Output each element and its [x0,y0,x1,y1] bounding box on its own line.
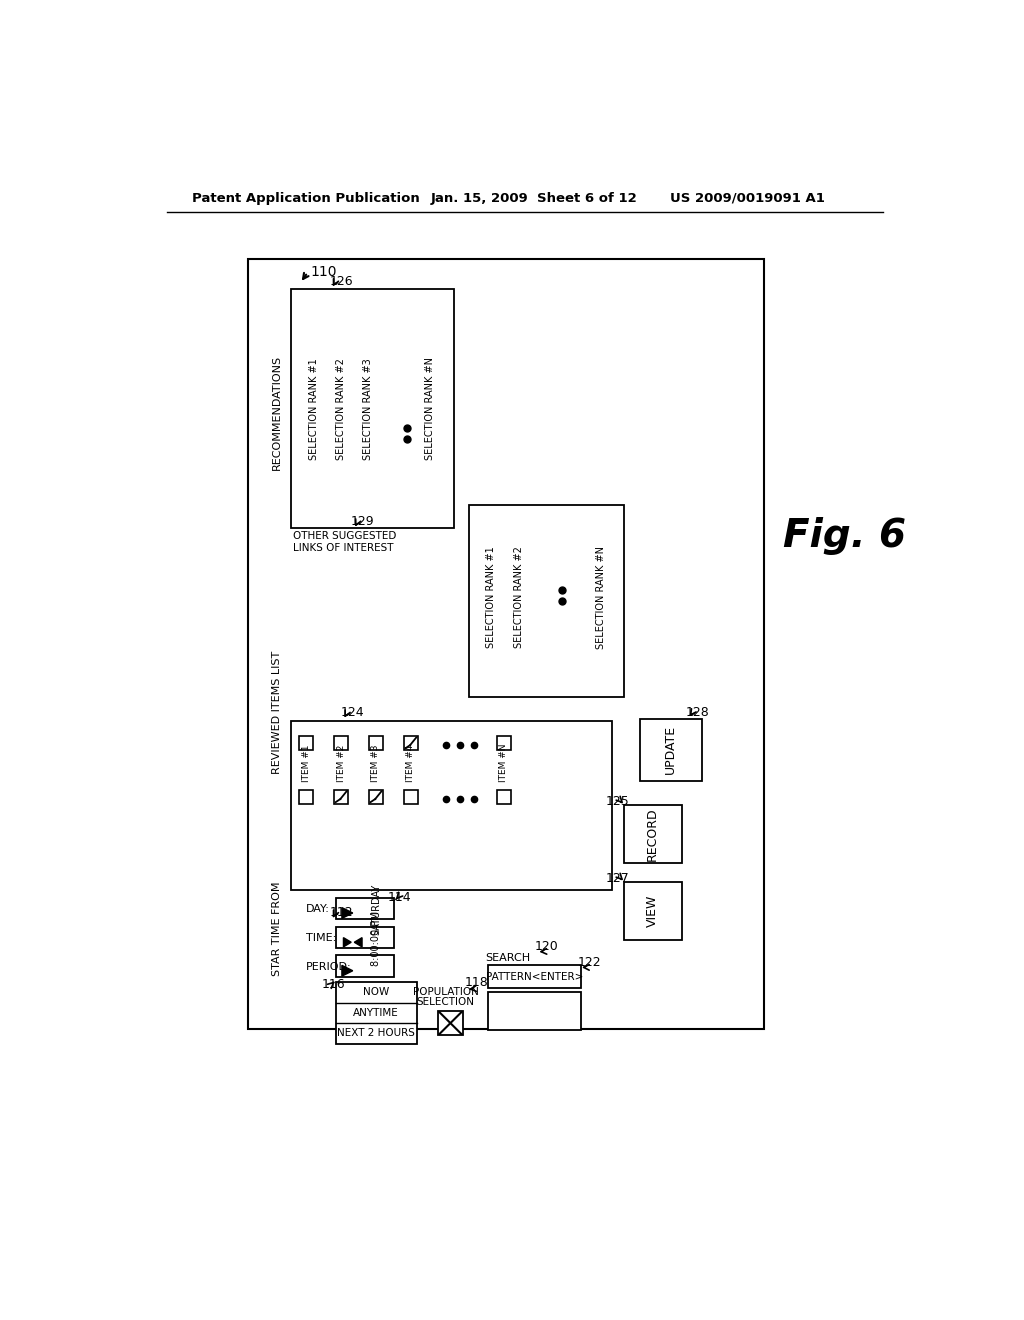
Polygon shape [354,937,362,946]
Text: LINKS OF INTEREST: LINKS OF INTEREST [293,543,393,553]
Text: ITEM #2: ITEM #2 [337,744,346,781]
Text: ITEM #N: ITEM #N [500,743,508,781]
Text: NOW: NOW [362,987,389,998]
Text: 112: 112 [330,907,353,920]
Polygon shape [343,937,351,946]
Text: 129: 129 [351,515,375,528]
Text: POPULATION: POPULATION [413,986,478,997]
Bar [640,719,701,780]
Bar [497,789,511,804]
Text: ITEM #4: ITEM #4 [407,744,416,781]
Text: NEXT 2 HOURS: NEXT 2 HOURS [337,1028,415,1038]
Text: SELECTION: SELECTION [417,998,475,1007]
Text: VIEW: VIEW [646,895,659,927]
Text: RECOMMENDATIONS: RECOMMENDATIONS [271,355,282,470]
Text: 126: 126 [330,275,353,288]
Bar [438,1011,463,1035]
Text: ITEM #1: ITEM #1 [302,744,310,781]
Text: RECORD: RECORD [646,807,659,861]
Text: 8:00:00 PM: 8:00:00 PM [371,911,381,966]
Bar [624,882,682,940]
Bar [336,956,394,977]
Text: 118: 118 [465,975,488,989]
Bar [488,965,582,989]
Bar [469,506,624,697]
Bar [336,982,417,1044]
Text: SEARCH: SEARCH [485,953,530,962]
Bar [624,805,682,863]
Text: 116: 116 [322,978,345,991]
Bar [369,737,383,750]
Bar [291,289,454,528]
Text: SELECTION RANK #1: SELECTION RANK #1 [309,358,319,459]
Text: SELECTION RANK #1: SELECTION RANK #1 [485,546,496,648]
Bar [369,789,383,804]
Polygon shape [342,908,352,919]
Bar [334,737,348,750]
Text: UPDATE: UPDATE [664,725,677,775]
Bar [291,721,612,890]
Text: SELECTION RANK #3: SELECTION RANK #3 [364,358,374,459]
Text: SELECTION RANK #N: SELECTION RANK #N [425,358,435,461]
Bar [403,789,418,804]
Text: SELECTION RANK #2: SELECTION RANK #2 [514,546,524,648]
Text: SELECTION RANK #N: SELECTION RANK #N [596,545,606,649]
Bar [334,789,348,804]
Bar [336,927,394,949]
Text: PATTERN<ENTER>: PATTERN<ENTER> [486,972,584,982]
Bar [336,898,394,919]
Text: PERIOD:: PERIOD: [306,962,352,972]
Bar [248,259,764,1028]
Text: TIME:: TIME: [306,933,337,944]
Text: STAR TIME FROM: STAR TIME FROM [271,882,282,975]
Text: REVIEWED ITEMS LIST: REVIEWED ITEMS LIST [271,651,282,775]
Bar [403,737,418,750]
Text: ITEM #3: ITEM #3 [372,744,381,781]
Text: 120: 120 [535,940,558,953]
Bar [299,789,313,804]
Text: DAY:: DAY: [306,904,330,915]
Text: OTHER SUGGESTED: OTHER SUGGESTED [293,531,396,541]
Text: 124: 124 [341,706,365,719]
Text: ANYTIME: ANYTIME [353,1008,399,1018]
Bar [299,737,313,750]
Text: 125: 125 [606,795,630,808]
Text: 128: 128 [686,706,710,719]
Text: Patent Application Publication: Patent Application Publication [191,191,419,205]
Bar [488,991,582,1030]
Text: Jan. 15, 2009  Sheet 6 of 12: Jan. 15, 2009 Sheet 6 of 12 [430,191,637,205]
Text: US 2009/0019091 A1: US 2009/0019091 A1 [671,191,825,205]
Text: 114: 114 [387,891,411,904]
Polygon shape [342,965,352,977]
Bar [497,737,511,750]
Text: Fig. 6: Fig. 6 [783,516,906,554]
Text: SATURDAY: SATURDAY [371,883,381,935]
Text: SELECTION RANK #2: SELECTION RANK #2 [336,358,346,459]
Text: 127: 127 [606,871,630,884]
Text: 110: 110 [310,265,337,280]
Text: 122: 122 [578,956,601,969]
